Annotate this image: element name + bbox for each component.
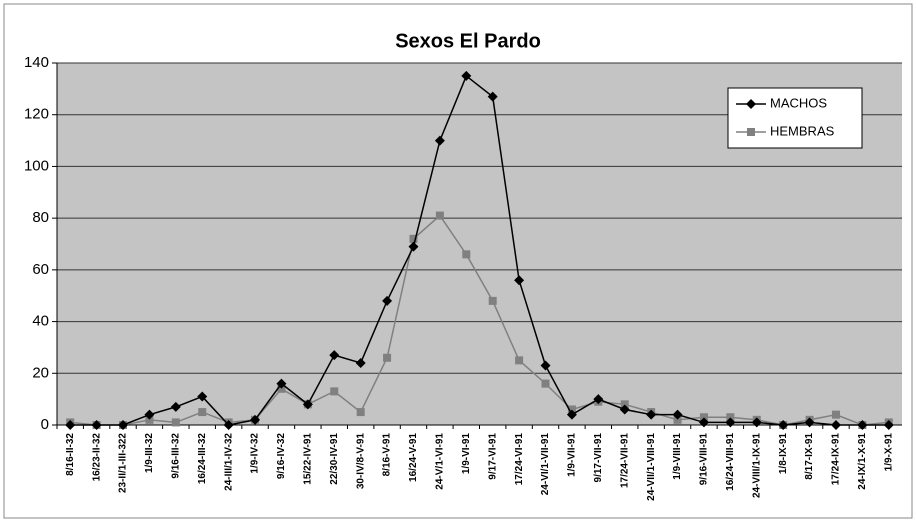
data-point bbox=[383, 353, 392, 362]
x-tick-label: 9/16-IV-32 bbox=[276, 433, 287, 480]
legend bbox=[727, 87, 863, 149]
x-tick-label: 24-V/1-VI-91 bbox=[435, 433, 446, 490]
x-tick-label: 23-II/1-III-322 bbox=[118, 433, 129, 493]
data-point bbox=[382, 295, 393, 306]
x-tick-label: 8/16-V-91 bbox=[382, 433, 393, 477]
data-point bbox=[804, 417, 815, 428]
y-tick-label: 20 bbox=[32, 364, 49, 381]
data-point bbox=[277, 384, 286, 393]
data-point bbox=[778, 420, 789, 430]
data-point bbox=[198, 408, 207, 417]
data-point bbox=[461, 70, 472, 81]
x-tick-label: 24-VI/1-VII-91 bbox=[540, 433, 551, 496]
data-point bbox=[329, 350, 340, 361]
data-point bbox=[330, 387, 339, 396]
data-point bbox=[698, 417, 709, 428]
x-tick-label: 1/9-III-32 bbox=[144, 433, 155, 473]
data-point bbox=[223, 420, 234, 430]
x-tick-label: 15/22-IV-91 bbox=[303, 433, 314, 485]
x-tick-label: 16/23-II-32 bbox=[91, 433, 102, 482]
y-tick-label: 40 bbox=[32, 313, 49, 330]
data-point bbox=[672, 409, 683, 420]
data-point bbox=[65, 420, 76, 430]
legend-label: HEMBRAS bbox=[770, 123, 835, 138]
data-point bbox=[250, 414, 261, 425]
data-point bbox=[145, 415, 154, 424]
data-point bbox=[408, 241, 419, 252]
x-tick-label: 17/24-VI-91 bbox=[514, 433, 525, 486]
x-tick-label: 9/17-VI-91 bbox=[487, 433, 498, 480]
data-point bbox=[409, 234, 418, 243]
x-tick-label: 1/9-IV-32 bbox=[250, 433, 261, 474]
chart-title: Sexos El Pardo bbox=[395, 30, 541, 52]
x-tick-label: 9/17-VII-91 bbox=[593, 433, 604, 483]
x-tick-label: 1/9-VI-91 bbox=[461, 433, 472, 475]
data-point bbox=[355, 357, 366, 368]
data-point bbox=[726, 413, 735, 422]
series-line bbox=[70, 214, 889, 426]
legend-marker bbox=[746, 99, 756, 109]
y-tick-label: 60 bbox=[32, 261, 49, 278]
data-point bbox=[619, 404, 630, 415]
legend-label: MACHOS bbox=[770, 95, 827, 110]
data-point bbox=[197, 391, 208, 402]
y-tick-label: 80 bbox=[32, 209, 49, 226]
y-tick-label: 140 bbox=[24, 54, 49, 71]
data-point bbox=[751, 417, 762, 428]
data-point bbox=[276, 378, 287, 389]
x-tick-label: 1/9-X-91 bbox=[883, 433, 894, 472]
data-point bbox=[91, 420, 102, 430]
x-tick-label: 24-III/1-IV-32 bbox=[223, 433, 234, 491]
x-tick-label: 16/24-V-91 bbox=[408, 433, 419, 482]
x-tick-label: 9/16-VIII-91 bbox=[699, 433, 710, 486]
y-tick-label: 0 bbox=[41, 416, 49, 433]
x-tick-label: 17/24-VII-91 bbox=[619, 433, 630, 488]
data-point bbox=[593, 394, 604, 405]
data-point bbox=[171, 418, 180, 427]
data-point bbox=[567, 405, 576, 414]
data-point bbox=[356, 408, 365, 417]
data-point bbox=[118, 420, 129, 430]
x-tick-label: 24-VII/1-VIII-91 bbox=[646, 433, 657, 501]
x-tick-label: 16/24-VIII-91 bbox=[725, 433, 736, 491]
data-point bbox=[699, 413, 708, 422]
data-point bbox=[673, 415, 682, 424]
data-point bbox=[435, 211, 444, 220]
data-point bbox=[434, 135, 445, 146]
data-point bbox=[620, 400, 629, 409]
data-point bbox=[646, 409, 657, 420]
data-point bbox=[170, 401, 181, 412]
data-point bbox=[857, 420, 868, 430]
y-tick-label: 100 bbox=[24, 157, 49, 174]
data-point bbox=[487, 91, 498, 102]
data-point bbox=[725, 417, 736, 428]
x-tick-label: 24-VIII/1-IX-91 bbox=[751, 433, 762, 498]
x-tick-label: 24-IX/1-X-91 bbox=[857, 433, 868, 490]
data-point bbox=[883, 420, 894, 430]
x-tick-label: 30-IV/8-V-91 bbox=[355, 433, 366, 490]
x-tick-label: 8/17-IX-91 bbox=[804, 433, 815, 480]
data-point bbox=[540, 360, 551, 371]
data-point bbox=[831, 410, 840, 419]
data-point bbox=[144, 409, 155, 420]
data-point bbox=[488, 296, 497, 305]
data-point bbox=[302, 399, 313, 410]
data-point bbox=[462, 250, 471, 259]
x-tick-label: 1/9-VIII-91 bbox=[672, 433, 683, 480]
y-tick-label: 120 bbox=[24, 106, 49, 123]
legend-marker bbox=[747, 128, 755, 136]
data-point bbox=[830, 420, 841, 430]
data-point bbox=[515, 356, 524, 365]
data-point bbox=[541, 379, 550, 388]
x-tick-label: 1/8-IX-91 bbox=[778, 433, 789, 475]
x-tick-label: 8/16-II-32 bbox=[65, 433, 76, 476]
x-tick-label: 17/24-IX-91 bbox=[831, 433, 842, 486]
x-tick-label: 22/30-IV-91 bbox=[329, 433, 340, 485]
x-tick-label: 9/16-III-32 bbox=[170, 433, 181, 479]
x-tick-label: 1/9-VII-91 bbox=[567, 433, 578, 477]
x-tick-label: 16/24-III-32 bbox=[197, 433, 208, 485]
data-point bbox=[566, 409, 577, 420]
data-point bbox=[514, 275, 525, 286]
